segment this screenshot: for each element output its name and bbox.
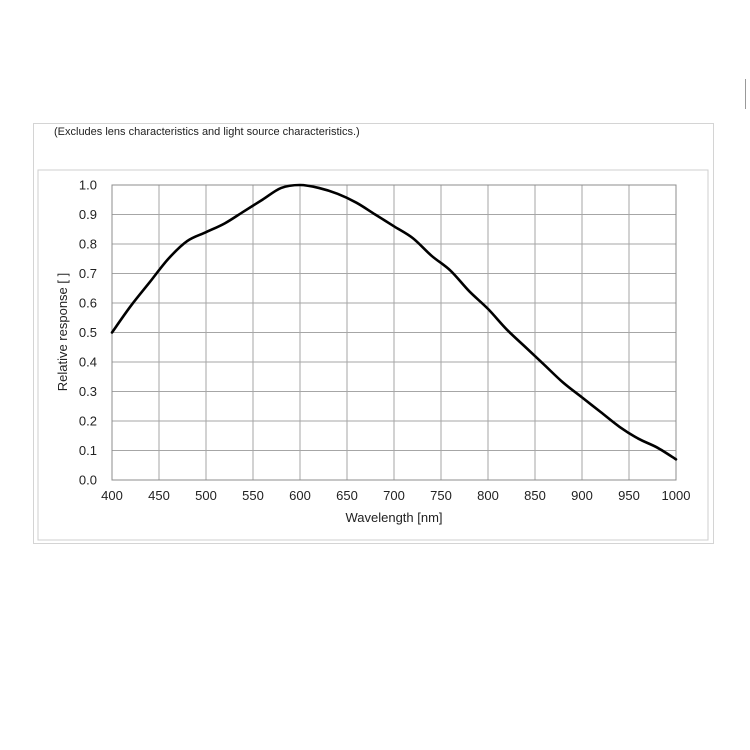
x-axis-label: Wavelength [nm] <box>345 510 442 525</box>
x-tick-label-550: 550 <box>242 488 264 503</box>
y-tick-label-0.5: 0.5 <box>79 325 97 340</box>
x-tick-label-400: 400 <box>101 488 123 503</box>
x-tick-label-800: 800 <box>477 488 499 503</box>
x-tick-label-900: 900 <box>571 488 593 503</box>
response-curve <box>110 183 678 461</box>
y-tick-label-0.8: 0.8 <box>79 237 97 252</box>
x-tick-label-850: 850 <box>524 488 546 503</box>
x-tick-label-1000: 1000 <box>662 488 691 503</box>
y-tick-label-0.2: 0.2 <box>79 414 97 429</box>
y-tick-label-0.3: 0.3 <box>79 384 97 399</box>
y-axis-tick-labels: 0.0 0.1 0.2 0.3 0.4 0.5 0.6 0.7 0.8 0.9 1.0 <box>79 178 97 488</box>
x-tick-label-650: 650 <box>336 488 358 503</box>
plot-area-frame <box>37 169 709 541</box>
y-tick-label-0.9: 0.9 <box>79 207 97 222</box>
x-axis-tick-labels: 400 450 500 550 600 650 700 750 800 850 900 950 1000 <box>101 488 690 503</box>
y-tick-label-1.0: 1.0 <box>79 178 97 193</box>
y-tick-label-0.7: 0.7 <box>79 266 97 281</box>
x-tick-label-950: 950 <box>618 488 640 503</box>
x-tick-label-500: 500 <box>195 488 217 503</box>
x-tick-label-450: 450 <box>148 488 170 503</box>
chart-caption: (Excludes lens characteristics and light… <box>54 126 360 138</box>
x-tick-label-750: 750 <box>430 488 452 503</box>
x-tick-label-600: 600 <box>289 488 311 503</box>
y-axis-label: Relative response [ ] <box>55 273 70 392</box>
x-tick-label-700: 700 <box>383 488 405 503</box>
y-tick-label-0.6: 0.6 <box>79 296 97 311</box>
y-tick-label-0.0: 0.0 <box>79 473 97 488</box>
y-tick-label-0.1: 0.1 <box>79 443 97 458</box>
figure-frame <box>33 123 714 544</box>
edge-mark <box>745 79 746 109</box>
y-tick-label-0.4: 0.4 <box>79 355 97 370</box>
